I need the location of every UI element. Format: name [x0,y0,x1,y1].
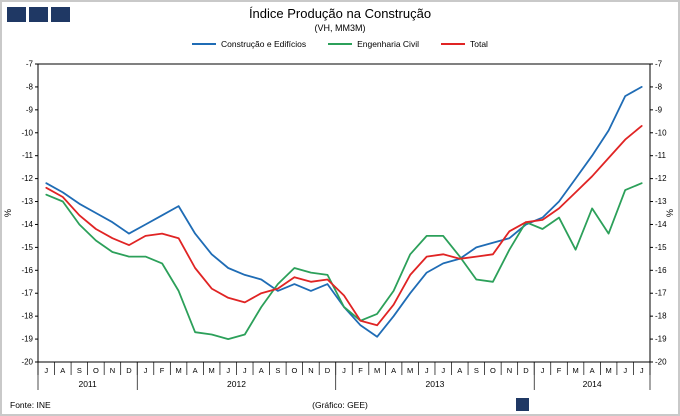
axis-label: -8 [26,82,34,91]
axis-label: -16 [21,266,33,275]
axis-label: N [308,366,313,375]
brand-square-icon [7,7,26,22]
axis-label: -18 [21,312,33,321]
axis-label: M [572,366,578,375]
axis-label: -16 [655,266,667,275]
axis-label: -15 [21,243,33,252]
axis-label: 2014 [583,379,602,389]
axis-label: J [342,366,346,375]
axis-label: % [665,209,675,217]
axis-label: O [291,366,297,375]
legend-item-1: Engenharia Civil [328,39,419,49]
axis-label: O [490,366,496,375]
axis-label: -11 [655,151,667,160]
legend-item-0: Construção e Edifícios [192,39,306,49]
footer-square-icon [516,398,529,411]
axis-label: -19 [21,335,33,344]
legend-item-2: Total [440,39,488,49]
axis-label: M [374,366,380,375]
axis-label: -18 [655,312,667,321]
axis-label: M [175,366,181,375]
axis-label: F [557,366,562,375]
series-line-1 [45,182,643,341]
source-label: Fonte: INE [10,400,51,410]
axis-label: J [226,366,230,375]
axis-label: S [474,366,479,375]
axis-label: M [209,366,215,375]
axis-label: -10 [21,128,33,137]
page-subtitle: (VH, MM3M) [314,23,366,33]
axis-label: % [3,209,13,217]
axis-label: O [93,366,99,375]
axis-label: J [44,366,48,375]
axis-label: -8 [655,82,663,91]
axis-label: 2013 [426,379,445,389]
axis-label: -12 [21,174,33,183]
line-chart: -7 -7 -8 -8 -9 -9 -10 -10 -11 -11 -12 -12 -13 -13 -14 -… [3,60,675,390]
axis-label: S [275,366,280,375]
axis-label: -9 [655,105,663,114]
axis-label: A [193,366,198,375]
plot-area [37,63,651,363]
axis-label: 2011 [78,379,97,389]
page-title: Índice Produção na Construção [248,6,432,21]
axis-label: -17 [655,289,667,298]
axis-label: F [358,366,363,375]
axis-label: J [425,366,429,375]
axis-label: -14 [655,220,667,229]
axis-label: -10 [655,128,667,137]
axis-label: D [523,366,529,375]
axis-label: -12 [655,174,667,183]
axis-label: J [541,366,545,375]
series-line-2 [45,125,643,327]
axis-label: M [407,366,413,375]
axis-label: -11 [22,151,34,160]
axis-label: -17 [21,289,33,298]
axis-label: M [606,366,612,375]
axis-label: 2012 [227,379,246,389]
axis-label: -13 [655,197,667,206]
brand-square-icon [51,7,70,22]
axis-label: -7 [655,60,663,69]
brand-square-icon [29,7,48,22]
axis-label: -14 [21,220,33,229]
axis-label: D [126,366,132,375]
chart-legend: Construção e Edifícios Engenharia Civil To… [2,39,678,49]
axis-label: A [590,366,595,375]
axis-label: F [160,366,165,375]
axis-label: J [640,366,644,375]
axis-label: A [391,366,396,375]
legend-line-swatch [440,43,465,45]
credit-label: (Gráfico: GEE) [312,400,368,410]
brand-logo [7,7,70,22]
legend-label: Engenharia Civil [357,39,419,49]
legend-label: Construção e Edifícios [221,39,307,49]
axis-label: A [259,366,264,375]
axis-label: -19 [655,335,667,344]
axis-label: J [243,366,247,375]
axis-label: -20 [655,358,667,367]
legend-line-swatch [192,43,217,45]
axis-label: J [623,366,627,375]
axis-label: D [325,366,331,375]
axis-label: -13 [21,197,33,206]
legend-line-swatch [328,43,353,45]
axis-label: -20 [21,358,33,367]
axis-label: -7 [26,60,34,69]
axis-label: -15 [655,243,667,252]
legend-label: Total [469,39,488,49]
axis-label: J [441,366,445,375]
axis-label: S [77,366,82,375]
axis-label: -9 [26,105,34,114]
axis-label: A [60,366,65,375]
axis-label: N [507,366,512,375]
axis-label: A [457,366,462,375]
axis-label: N [110,366,115,375]
axis-label: J [144,366,148,375]
